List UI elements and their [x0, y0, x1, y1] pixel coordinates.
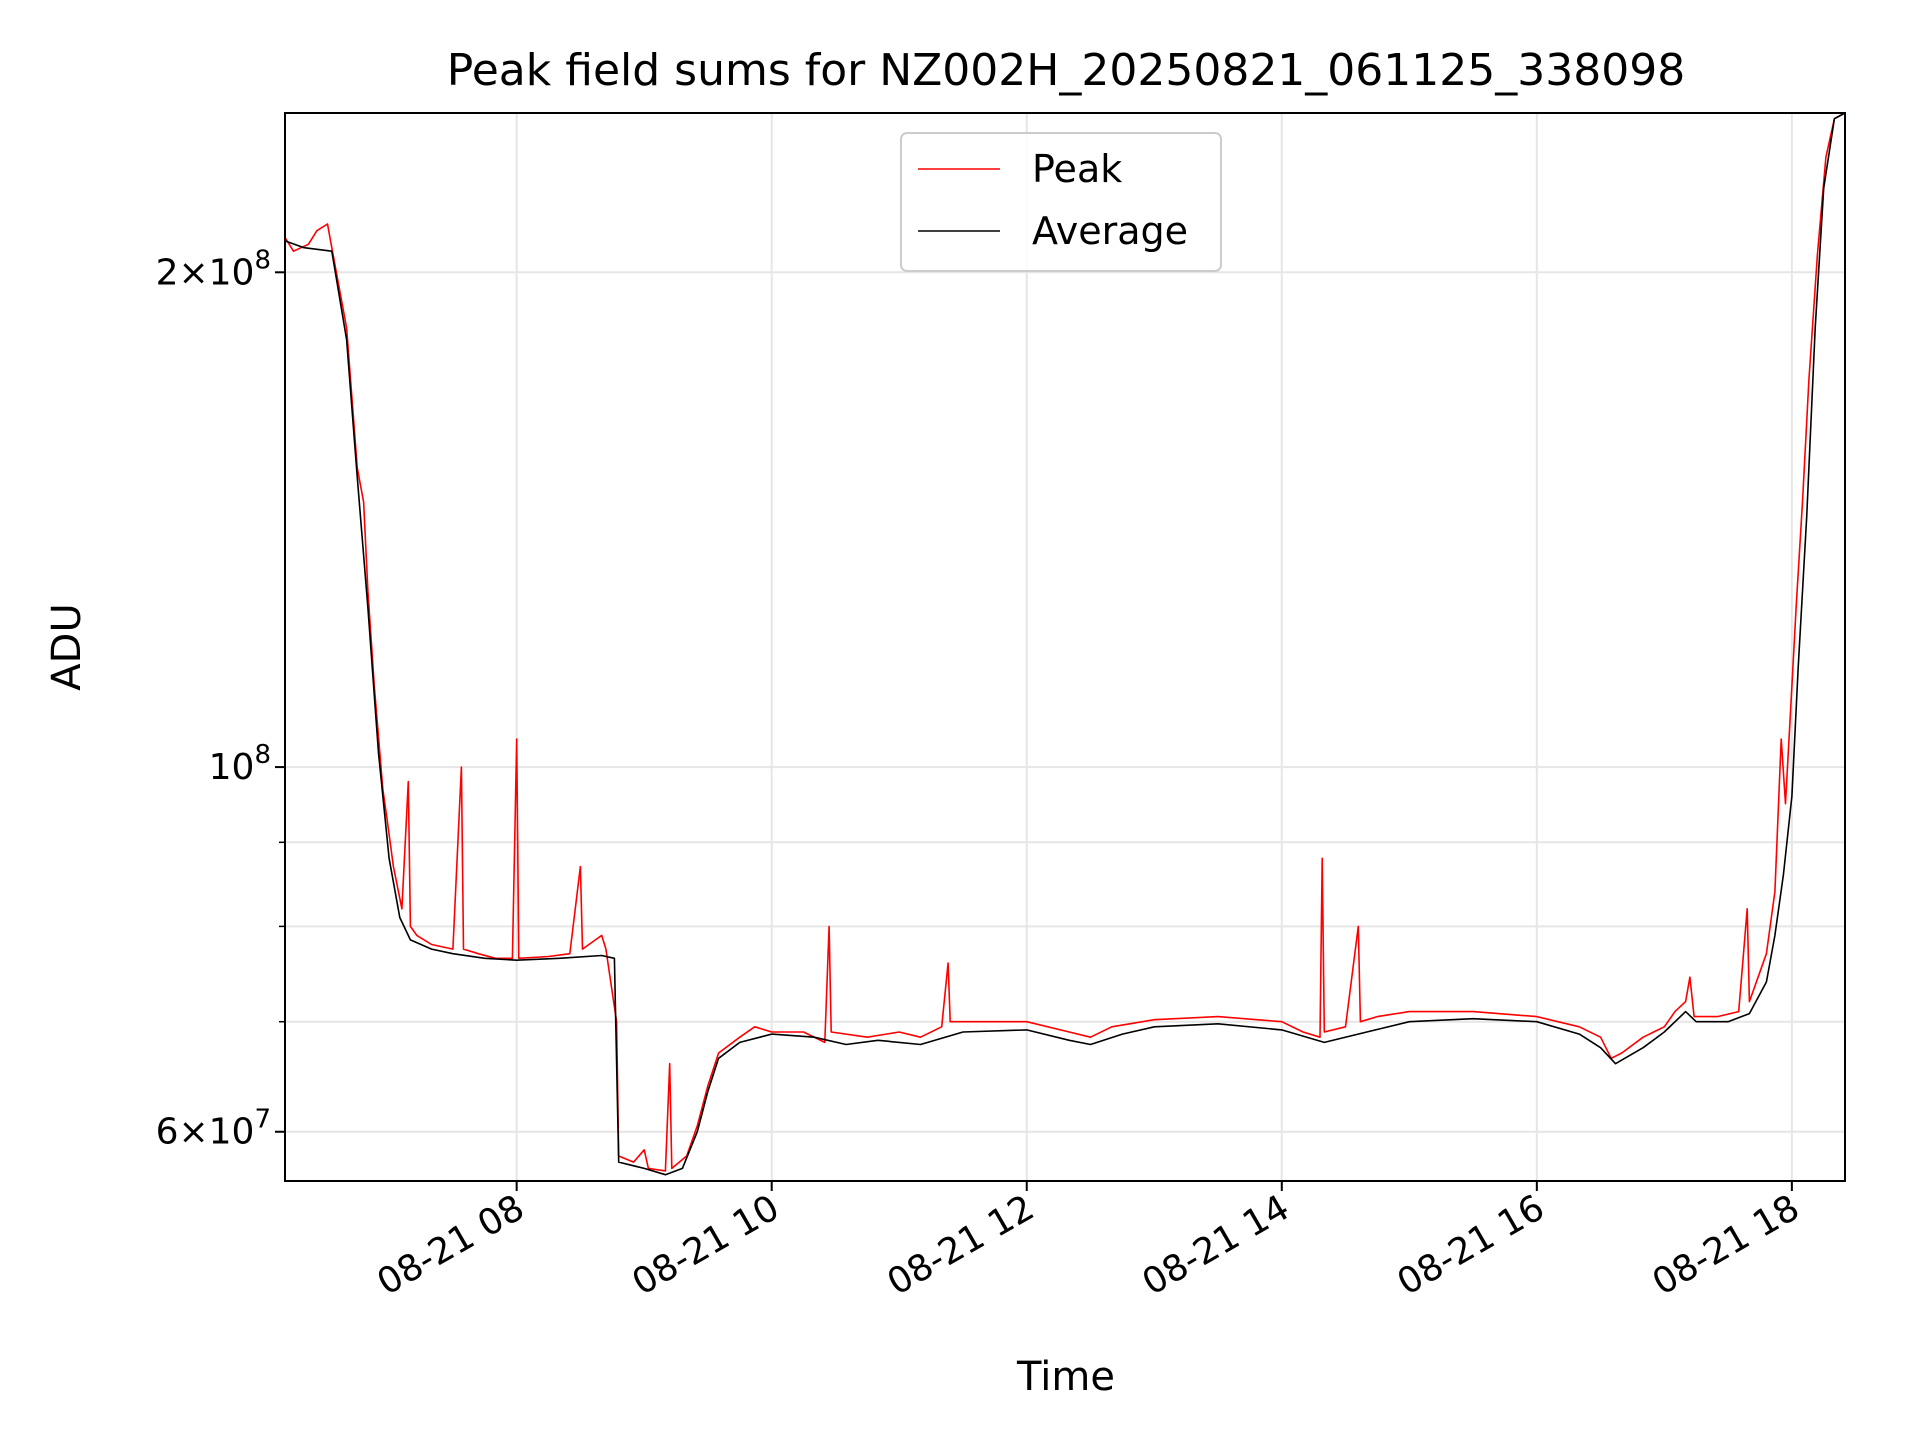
x-axis-label: Time: [1016, 1354, 1115, 1400]
series-lines: [284, 112, 1846, 1176]
legend-box: [900, 132, 1222, 272]
legend: Peak Average: [900, 132, 1222, 272]
series-line-peak: [284, 112, 1846, 1172]
legend-label-peak: Peak: [1032, 147, 1122, 191]
y-axis-label: ADU: [44, 603, 90, 690]
chart-title: Peak field sums for NZ002H_20250821_0611…: [447, 45, 1685, 96]
plot-frame: [284, 112, 1846, 1182]
y-tick-label: 6×107: [156, 1105, 271, 1153]
legend-label-average: Average: [1032, 209, 1188, 253]
y-tick-label: 108: [209, 740, 271, 788]
series-line-average: [284, 112, 1846, 1176]
grid-lines: [285, 113, 1845, 1181]
y-tick-label: 2×108: [156, 245, 271, 293]
